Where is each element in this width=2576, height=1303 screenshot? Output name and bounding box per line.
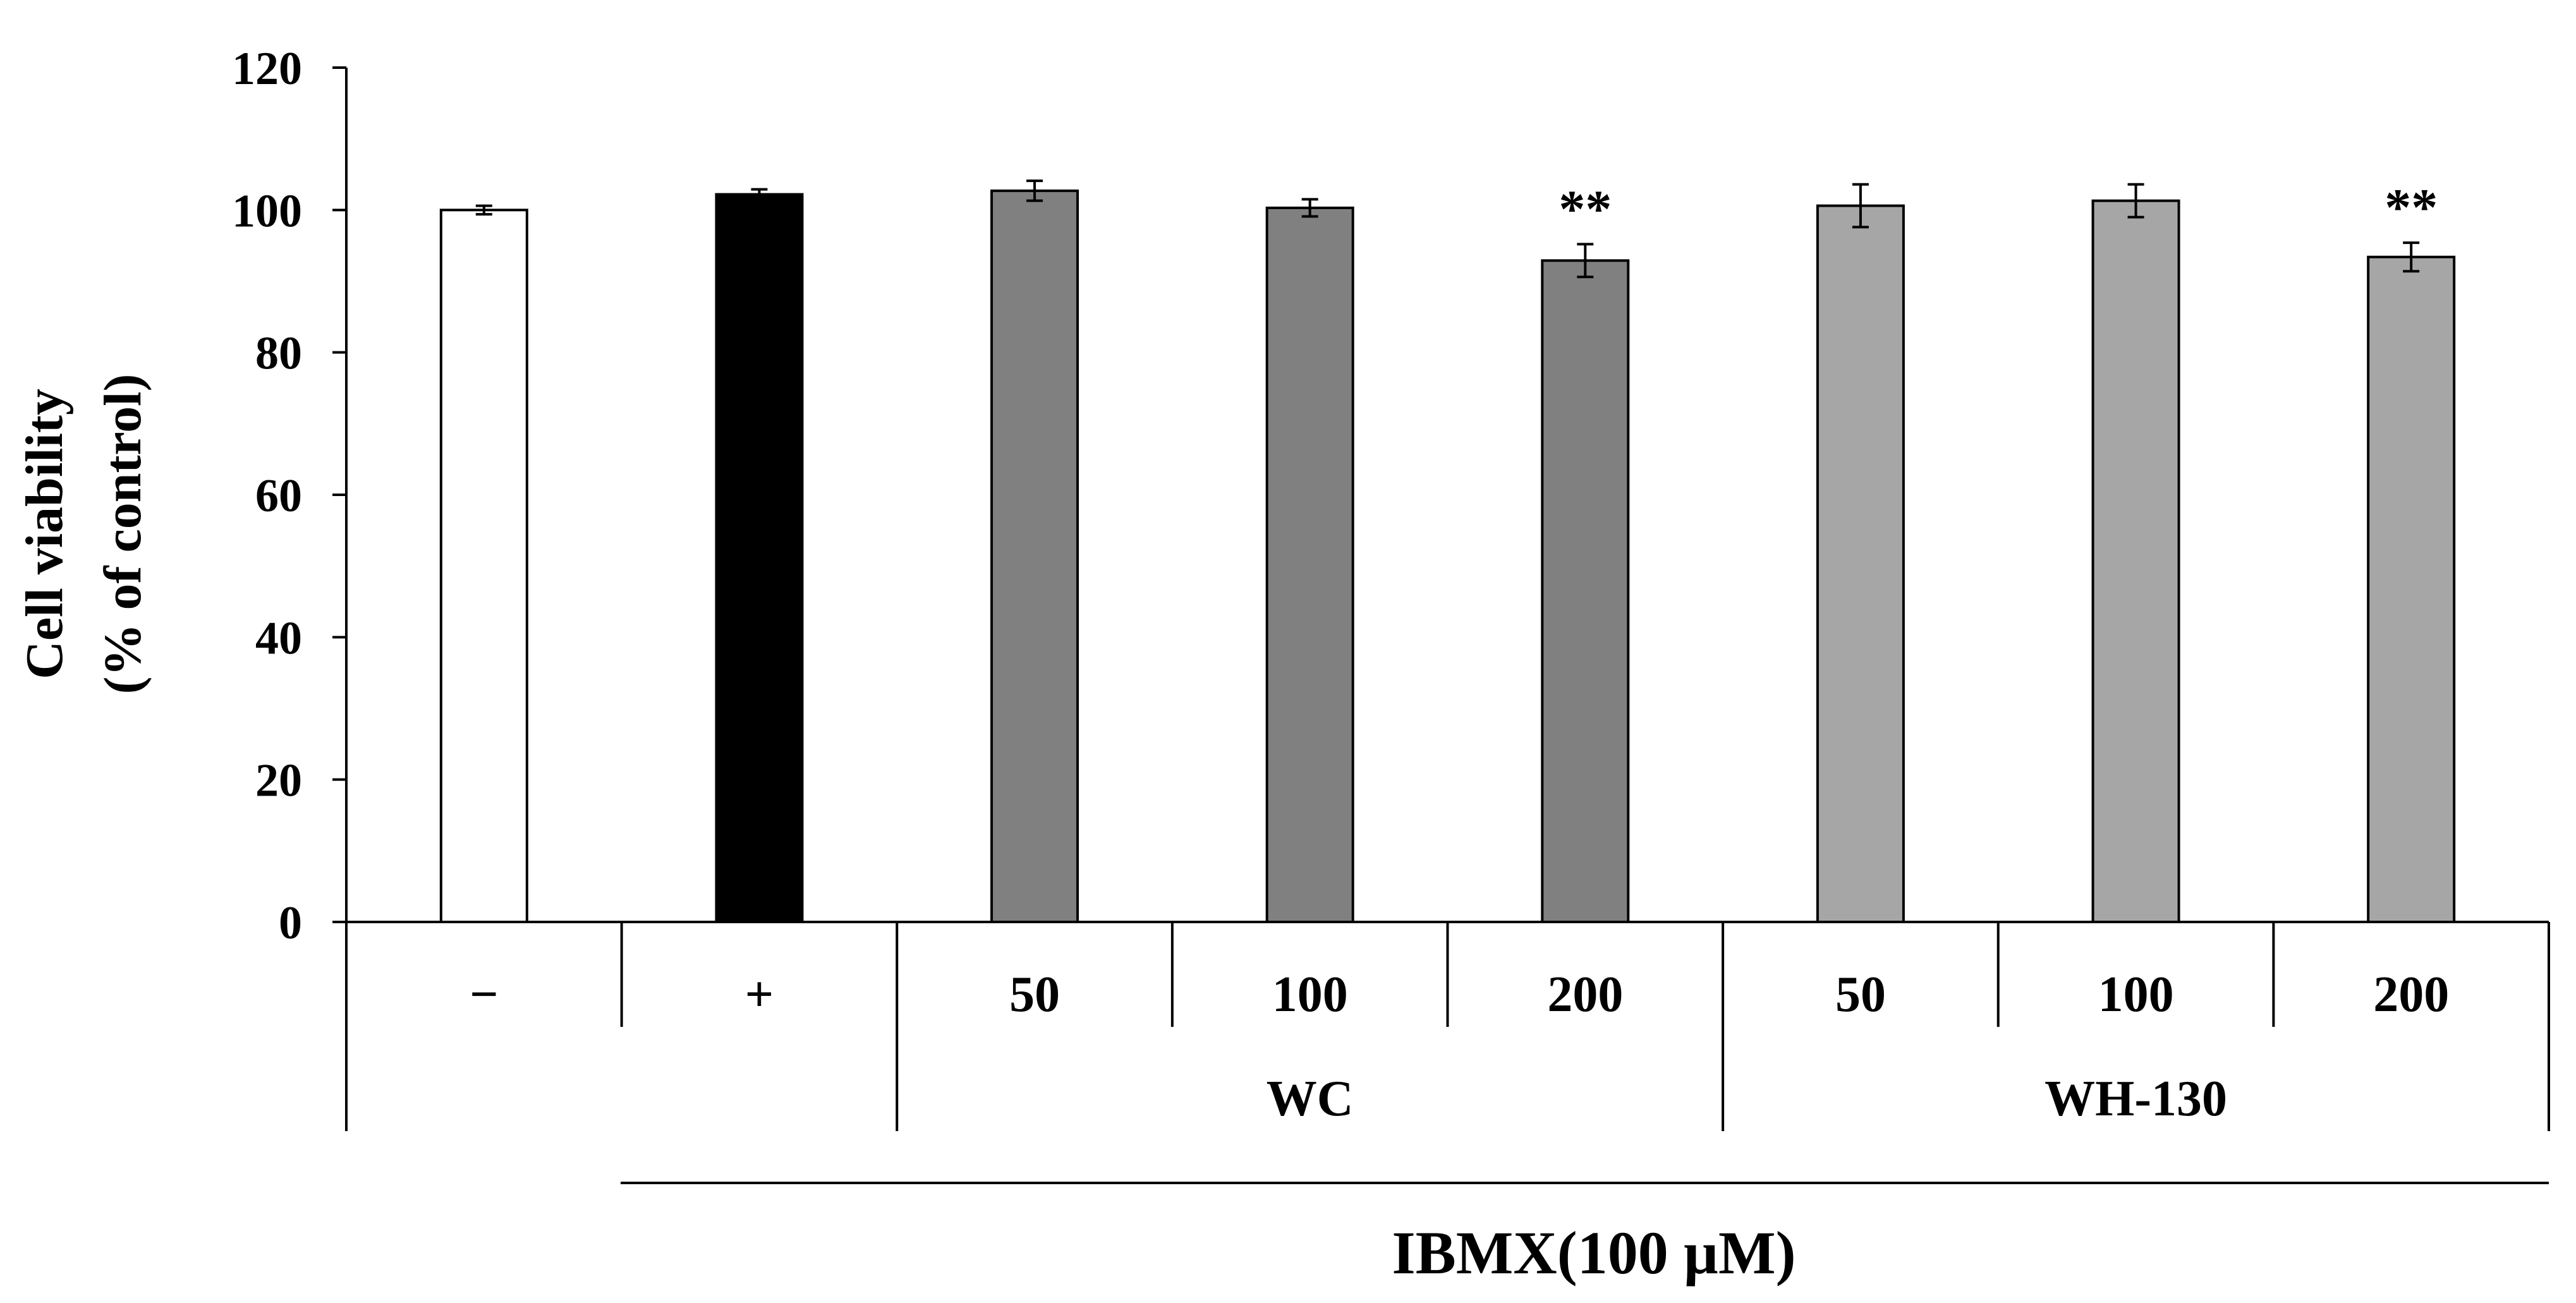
y-tick-label: 100 [232, 185, 302, 237]
bar [715, 193, 804, 924]
bar [1541, 259, 1630, 923]
x-axis: − +50 100 200 50 100 200 WC WH-130 [345, 921, 2550, 1131]
x-tick-label: 100 [1272, 967, 1348, 1022]
y-tick-label: 20 [255, 755, 302, 807]
bar [2091, 199, 2180, 924]
bar [1816, 204, 1905, 923]
bar [439, 209, 528, 923]
group-label: WC [1267, 1071, 1354, 1127]
bar [1265, 206, 1354, 923]
bar [2367, 255, 2456, 923]
significance-marker: ** [1558, 179, 1612, 238]
x-tick-label: 50 [1009, 967, 1060, 1022]
y-tick-label: 80 [255, 328, 302, 380]
y-tick-label: 60 [255, 470, 302, 522]
y-tick-label: 120 [232, 43, 302, 95]
y-tick-label: 0 [279, 897, 302, 949]
y-axis-title-line2: (% of control) [94, 374, 152, 694]
bar [990, 189, 1079, 923]
y-tick-label: 40 [255, 612, 302, 664]
treatment-label: IBMX(100 µM) [1392, 1219, 1795, 1287]
bars: ** ** [439, 178, 2456, 924]
x-tick-label: 200 [1547, 967, 1623, 1022]
y-axis: 0 20 40 60 80 100 120 [232, 43, 348, 949]
x-tick-label: 50 [1835, 967, 1886, 1022]
x-tick-label: + [745, 967, 774, 1022]
x-tick-label: 100 [2098, 967, 2174, 1022]
significance-marker: ** [2385, 178, 2438, 237]
x-tick-label: − [470, 967, 499, 1022]
x-tick-label: 200 [2373, 967, 2449, 1022]
group-label: WH-130 [2044, 1071, 2227, 1127]
y-axis-title-line1: Cell viability [15, 389, 74, 679]
